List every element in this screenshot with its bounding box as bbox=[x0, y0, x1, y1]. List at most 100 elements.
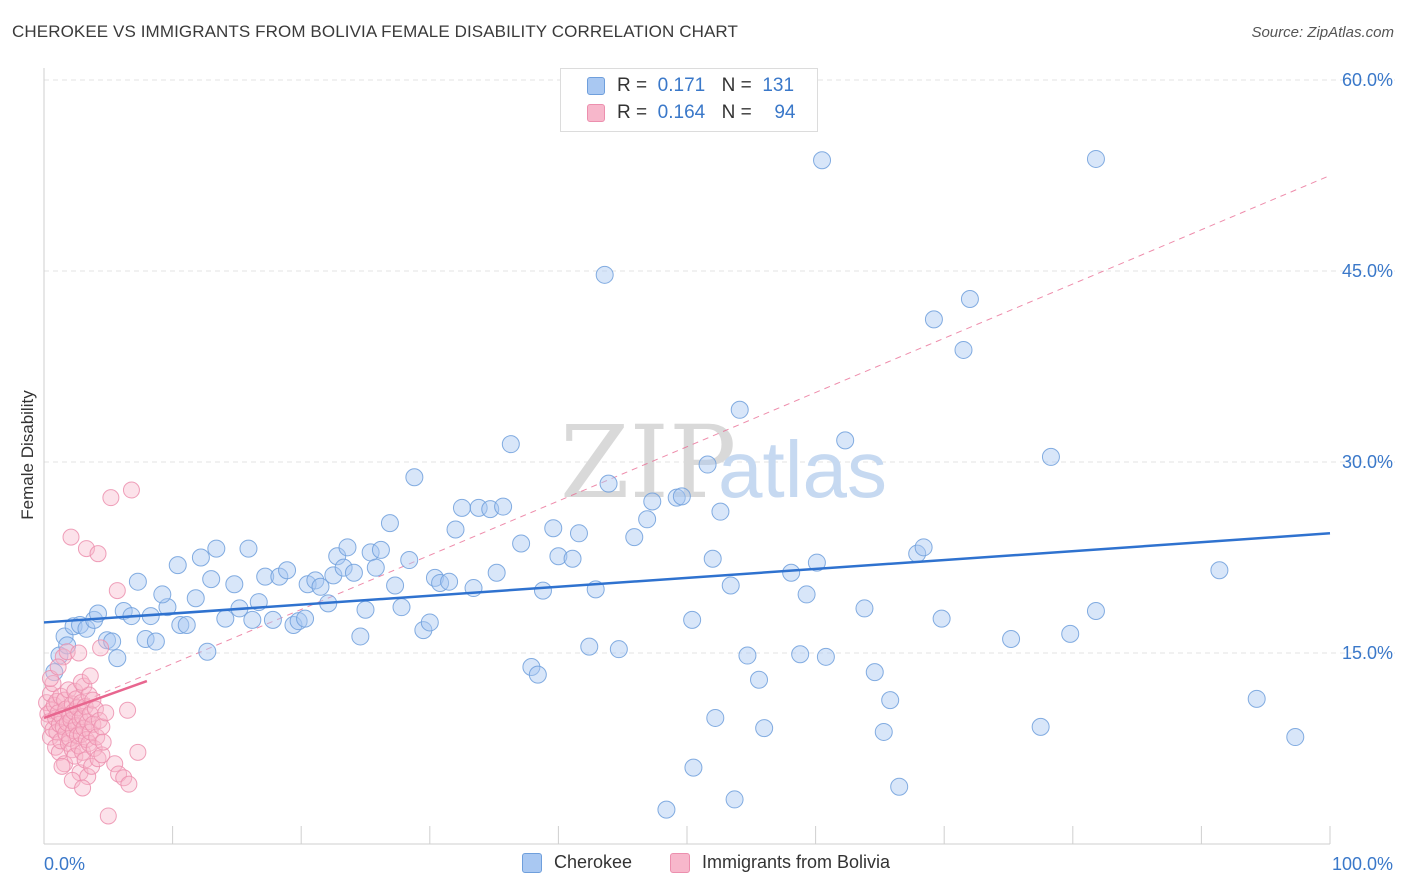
cherokee-point bbox=[813, 151, 832, 170]
cherokee-point bbox=[730, 400, 749, 419]
cherokee-point bbox=[563, 549, 582, 568]
cherokee-point bbox=[881, 691, 900, 710]
cherokee-point bbox=[816, 647, 835, 666]
cherokee-point bbox=[954, 340, 973, 359]
cherokee-point bbox=[400, 551, 419, 570]
cherokee-point bbox=[960, 290, 979, 309]
bolivia-point bbox=[99, 807, 117, 825]
cherokee-point bbox=[782, 563, 801, 582]
cherokee-point bbox=[1210, 561, 1229, 580]
cherokee-point bbox=[865, 663, 884, 682]
legend-item-bolivia[interactable]: Immigrants from Bolivia bbox=[670, 852, 890, 873]
gridlines bbox=[44, 79, 1395, 654]
watermark-atlas: atlas bbox=[718, 425, 887, 514]
cherokee-point bbox=[351, 627, 370, 646]
cherokee-point bbox=[549, 547, 568, 566]
bolivia-point bbox=[49, 658, 67, 676]
cherokee-point bbox=[874, 722, 893, 741]
bolivia-point bbox=[93, 746, 111, 764]
bolivia-point bbox=[66, 747, 84, 765]
trend-lines bbox=[43, 532, 1331, 720]
cherokee-point bbox=[356, 600, 375, 619]
cherokee-point bbox=[657, 800, 676, 819]
cherokee-point bbox=[296, 609, 315, 628]
cherokee-point bbox=[672, 487, 691, 506]
cherokee-point bbox=[334, 558, 353, 577]
cherokee-point bbox=[371, 540, 390, 559]
x-tick-label: 0.0% bbox=[44, 854, 85, 874]
cherokee-point bbox=[855, 599, 874, 618]
r-label: R = bbox=[617, 75, 648, 96]
bolivia-point bbox=[93, 718, 111, 736]
cherokee-point bbox=[528, 665, 547, 684]
r-label: R = bbox=[617, 102, 648, 123]
bolivia-point bbox=[70, 644, 88, 662]
cherokee-point bbox=[366, 558, 385, 577]
bolivia-trend-dashed bbox=[43, 175, 1331, 719]
cherokee-point bbox=[420, 613, 439, 632]
cherokee-point bbox=[599, 474, 618, 493]
bolivia-point bbox=[92, 639, 110, 657]
bolivia-legend-swatch bbox=[670, 852, 690, 873]
bolivia-swatch bbox=[587, 104, 605, 122]
bolivia-r-value: 0.164 bbox=[657, 102, 706, 123]
cherokee-point bbox=[168, 556, 187, 575]
bolivia-point bbox=[86, 700, 104, 718]
cherokee-point bbox=[243, 610, 262, 629]
cherokee-points bbox=[45, 149, 1305, 819]
cherokee-point bbox=[256, 567, 275, 586]
watermark-zip: ZIP bbox=[560, 404, 736, 521]
cherokee-trend-line bbox=[43, 532, 1331, 624]
cherokee-point bbox=[186, 589, 205, 608]
bolivia-trend-extended bbox=[43, 175, 1331, 719]
bolivia-point bbox=[44, 675, 62, 693]
cherokee-swatch bbox=[587, 77, 605, 95]
cherokee-point bbox=[177, 615, 196, 634]
cherokee-point bbox=[108, 649, 127, 668]
cherokee-point bbox=[207, 539, 226, 558]
cherokee-point bbox=[191, 548, 210, 567]
bolivia-point bbox=[76, 751, 94, 769]
cherokee-point bbox=[392, 598, 411, 617]
stats-legend: R = 0.171 N = 131 R = 0.164 N = 94 bbox=[560, 68, 818, 132]
cherokee-point bbox=[487, 563, 506, 582]
cherokee-point bbox=[750, 670, 769, 689]
bolivia-point bbox=[106, 755, 124, 773]
legend-row-bolivia: R = 0.164 N = 94 bbox=[587, 101, 795, 125]
cherokee-point bbox=[405, 468, 424, 487]
cherokee-point bbox=[225, 575, 244, 594]
cherokee-point bbox=[738, 646, 757, 665]
cherokee-point bbox=[324, 566, 343, 585]
source-note: Source: ZipAtlas.com bbox=[1251, 24, 1394, 41]
y-tick-label: 45.0% bbox=[1342, 261, 1393, 281]
y-tick-label: 30.0% bbox=[1342, 452, 1393, 472]
cherokee-n-value: 131 bbox=[762, 75, 795, 96]
cherokee-point bbox=[146, 632, 165, 651]
cherokee-point bbox=[270, 567, 289, 586]
cherokee-point bbox=[278, 561, 297, 580]
cherokee-point bbox=[914, 538, 933, 557]
y-axis-label: Female Disability bbox=[18, 390, 37, 520]
cherokee-point bbox=[380, 514, 399, 533]
cherokee-point bbox=[791, 645, 810, 664]
series-legend: Cherokee Immigrants from Bolivia bbox=[0, 852, 1406, 876]
cherokee-point bbox=[625, 528, 644, 547]
cherokee-point bbox=[344, 563, 363, 582]
cherokee-point bbox=[501, 435, 520, 454]
chart-title: CHEROKEE VS IMMIGRANTS FROM BOLIVIA FEMA… bbox=[12, 22, 738, 41]
bolivia-n-value: 94 bbox=[774, 102, 796, 123]
bolivia-point bbox=[62, 528, 80, 546]
cherokee-point bbox=[522, 658, 541, 677]
bolivia-trend-line bbox=[43, 679, 148, 720]
cherokee-point bbox=[1002, 629, 1021, 648]
cherokee-point bbox=[202, 570, 221, 589]
cherokee-point bbox=[1031, 717, 1050, 736]
cherokee-point bbox=[683, 610, 702, 629]
y-tick-label: 15.0% bbox=[1342, 643, 1393, 663]
bolivia-point bbox=[129, 743, 147, 761]
cherokee-point bbox=[797, 585, 816, 604]
cherokee-point bbox=[721, 576, 740, 595]
bolivia-point bbox=[81, 667, 99, 685]
legend-item-cherokee[interactable]: Cherokee bbox=[522, 852, 632, 873]
